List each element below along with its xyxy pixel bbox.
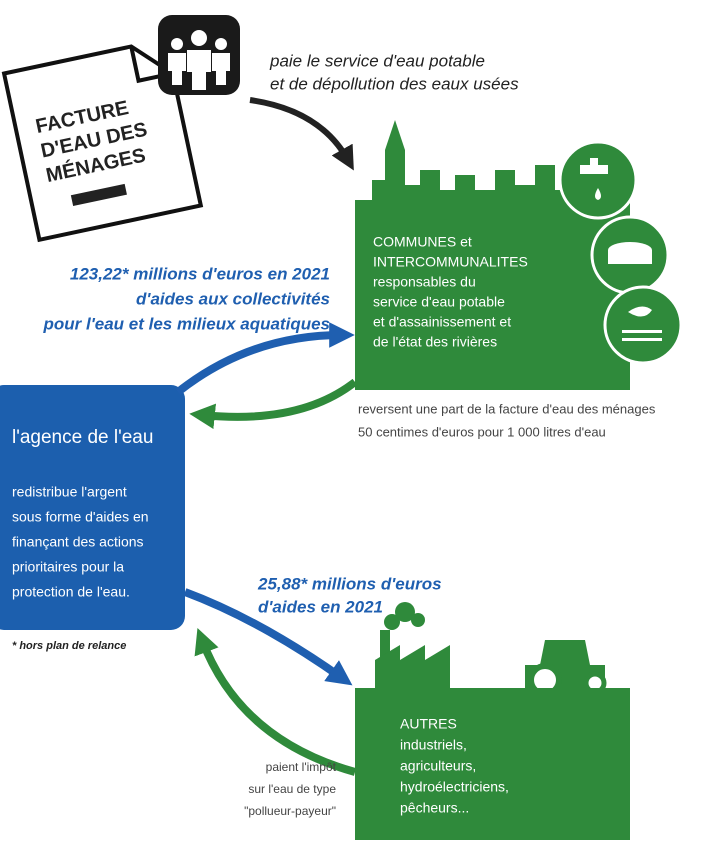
- aid-text: pour l'eau et les milieux aquatiques: [42, 314, 330, 333]
- agence-title: l'agence de l'eau: [12, 427, 153, 448]
- aid-text: d'aides en 2021: [258, 597, 383, 616]
- arrow: [183, 588, 353, 686]
- arrow: [189, 378, 358, 430]
- agence-text: finançant des actions: [12, 534, 144, 550]
- autres-text: pêcheurs...: [400, 800, 469, 816]
- communes-text: et d'assainissement et: [373, 314, 511, 330]
- aid-text: 25,88* millions d'euros: [257, 574, 442, 593]
- communes-block: [355, 120, 630, 390]
- service-icons: [558, 140, 683, 365]
- communes-text: COMMUNES et: [373, 234, 472, 250]
- bill-caption: et de dépollution des eaux usées: [270, 74, 519, 93]
- agence-text: redistribue l'argent: [12, 484, 127, 500]
- communes-text: responsables du: [373, 274, 476, 290]
- autres-text: agriculteurs,: [400, 758, 476, 774]
- aid-text: d'aides aux collectivités: [136, 289, 330, 308]
- communes-text: de l'état des rivières: [373, 334, 497, 350]
- people-icon: [158, 15, 240, 95]
- communes-note: 50 centimes d'euros pour 1 000 litres d'…: [358, 424, 606, 439]
- tax-text: "pollueur-payeur": [244, 804, 336, 818]
- autres-text: AUTRES: [400, 716, 457, 732]
- bill-caption: paie le service d'eau potable: [269, 51, 485, 70]
- arrow: [175, 322, 355, 396]
- arrow: [194, 628, 357, 776]
- agence-box: [0, 385, 185, 630]
- communes-text: service d'eau potable: [373, 294, 505, 310]
- agence-text: protection de l'eau.: [12, 584, 130, 600]
- tax-text: paient l'impôt: [266, 760, 337, 774]
- autres-text: industriels,: [400, 737, 467, 753]
- tax-text: sur l'eau de type: [248, 782, 336, 796]
- icon-glyphs: [580, 158, 662, 341]
- communes-note: reversent une part de la facture d'eau d…: [358, 401, 656, 416]
- agence-text: prioritaires pour la: [12, 559, 124, 575]
- arrow: [249, 97, 354, 171]
- communes-text: INTERCOMMUNALITES: [373, 254, 528, 270]
- agence-text: sous forme d'aides en: [12, 509, 149, 525]
- bill-document: FACTURE D'EAU DES MÉNAGES: [1, 44, 204, 243]
- aid-text: 123,22* millions d'euros en 2021: [70, 264, 330, 283]
- autres-text: hydroélectriciens,: [400, 779, 509, 795]
- footnote: * hors plan de relance: [12, 640, 126, 652]
- autres-block: [355, 688, 630, 840]
- factory-tractor: [375, 602, 607, 697]
